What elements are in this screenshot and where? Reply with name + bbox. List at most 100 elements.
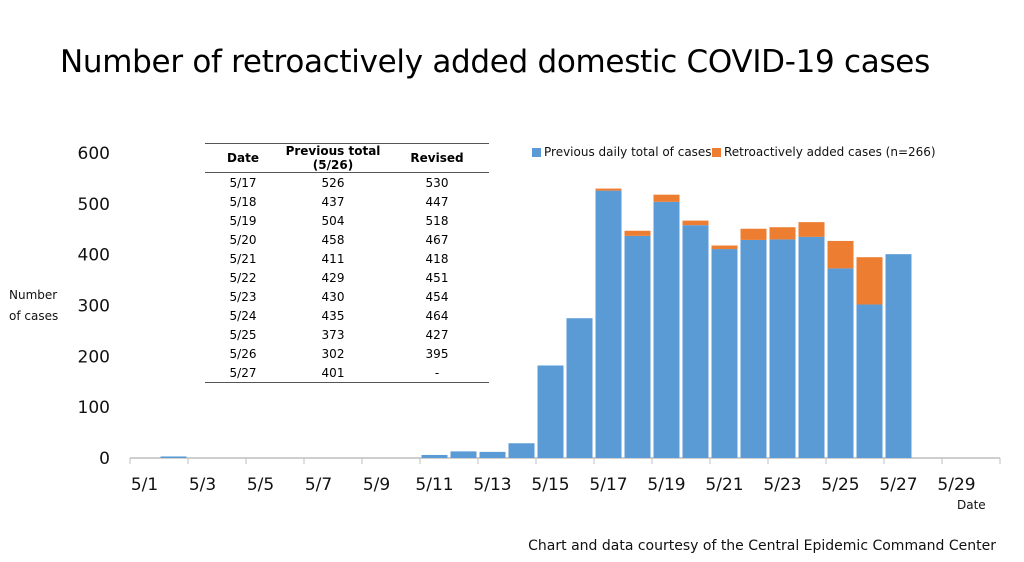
table-row: 5/17 526 530 bbox=[205, 173, 489, 193]
table-cell-previous: 504 bbox=[321, 213, 345, 228]
x-tick-label: 5/27 bbox=[879, 475, 917, 495]
table-row: 5/18 437 447 bbox=[205, 192, 489, 211]
table-cell-revised: 464 bbox=[425, 308, 449, 323]
legend-label-previous: Previous daily total of cases bbox=[544, 145, 712, 159]
x-tick-label: 5/23 bbox=[763, 475, 801, 495]
bar-retro bbox=[827, 240, 854, 269]
ticks-layer: 0 100 200 300 400 500 600 5/1 5/3 5/5 5/7 5/9 5/11 5/… bbox=[78, 144, 976, 495]
table-cell-revised: 447 bbox=[425, 194, 449, 209]
table-cell-previous: 429 bbox=[321, 270, 345, 285]
bar-retro bbox=[595, 188, 622, 191]
x-tick-label: 5/9 bbox=[363, 475, 390, 495]
table-cell-date: 5/25 bbox=[229, 327, 257, 342]
table-cell-date: 5/19 bbox=[229, 213, 257, 228]
bar-previous bbox=[566, 318, 593, 458]
table-cell-date: 5/26 bbox=[229, 346, 257, 361]
table-header-revised: Revised bbox=[385, 143, 489, 173]
table-cell-revised: 427 bbox=[425, 327, 449, 342]
bar-retro bbox=[769, 227, 796, 240]
bar-retro bbox=[653, 194, 680, 202]
bar-previous bbox=[682, 225, 709, 458]
table-row: 5/19 504 518 bbox=[205, 211, 489, 230]
source-credit: Chart and data courtesy of the Central E… bbox=[528, 538, 996, 554]
table-row: 5/20 458 467 bbox=[205, 230, 489, 249]
y-tick-label: 300 bbox=[78, 297, 110, 317]
table-cell-date: 5/18 bbox=[229, 194, 257, 209]
table-row: 5/24 435 464 bbox=[205, 306, 489, 325]
x-tick-label: 5/7 bbox=[305, 475, 332, 495]
x-tick-label: 5/3 bbox=[189, 475, 216, 495]
table-cell-previous: 373 bbox=[321, 327, 345, 342]
chart-title: Number of retroactively added domestic C… bbox=[60, 44, 930, 80]
bar-previous bbox=[653, 201, 680, 459]
table-cell-previous: 302 bbox=[321, 346, 345, 361]
legend-label-retro: Retroactively added cases (n=266) bbox=[724, 145, 936, 159]
bars-layer bbox=[160, 188, 912, 459]
data-table: Date Previous total (5/26) Revised 5/17 5… bbox=[205, 143, 489, 383]
table-cell-date: 5/21 bbox=[229, 251, 257, 266]
table-cell-revised: 395 bbox=[425, 346, 449, 361]
table-row: 5/23 430 454 bbox=[205, 287, 489, 306]
y-axis-label: Number of cases bbox=[9, 285, 58, 327]
bar-retro bbox=[711, 245, 738, 250]
table-cell-revised: 467 bbox=[425, 232, 449, 247]
legend-item-previous: Previous daily total of cases bbox=[532, 145, 712, 159]
x-tick-label: 5/29 bbox=[937, 475, 975, 495]
table-cell-date: 5/20 bbox=[229, 232, 257, 247]
bar-previous bbox=[421, 454, 448, 458]
legend-swatch-previous bbox=[532, 147, 541, 157]
table-cell-revised: 518 bbox=[425, 213, 449, 228]
bar-previous bbox=[856, 304, 883, 458]
table-row: 5/27 401- bbox=[205, 363, 489, 383]
bar-previous bbox=[160, 456, 187, 458]
x-tick-label: 5/13 bbox=[473, 475, 511, 495]
table-row: 5/22 429 451 bbox=[205, 268, 489, 287]
table-cell-revised: 451 bbox=[425, 270, 449, 285]
table-cell-previous: 437 bbox=[321, 194, 345, 209]
bar-previous bbox=[827, 268, 854, 458]
table-cell-date: 5/17 bbox=[229, 175, 257, 190]
bar-retro bbox=[624, 230, 651, 236]
table-header-row: Date Previous total (5/26) Revised bbox=[205, 143, 489, 173]
table-cell-previous: 411 bbox=[321, 251, 345, 266]
table-row: 5/26 302 395 bbox=[205, 344, 489, 363]
axis-layer bbox=[129, 457, 1001, 464]
table-header-previous: Previous total (5/26) bbox=[281, 143, 385, 173]
table-cell-revised: 454 bbox=[425, 289, 449, 304]
x-tick-label: 5/17 bbox=[589, 475, 627, 495]
x-tick-label: 5/5 bbox=[247, 475, 274, 495]
y-tick-label: 100 bbox=[78, 398, 110, 418]
x-tick-label: 5/21 bbox=[705, 475, 743, 495]
bar-retro bbox=[856, 257, 883, 305]
table-cell-revised: 418 bbox=[425, 251, 449, 266]
bar-previous bbox=[508, 443, 535, 458]
x-tick-label: 5/19 bbox=[647, 475, 685, 495]
bar-previous bbox=[885, 254, 912, 458]
y-tick-label: 500 bbox=[78, 195, 110, 215]
table-cell-previous: 401 bbox=[281, 363, 385, 383]
bar-retro bbox=[740, 228, 767, 240]
bar-previous bbox=[769, 239, 796, 458]
table-cell-date: 5/23 bbox=[229, 289, 257, 304]
y-tick-label: 400 bbox=[78, 246, 110, 266]
x-tick-label: 5/11 bbox=[415, 475, 453, 495]
x-tick-label: 5/25 bbox=[821, 475, 859, 495]
y-axis-label-line: Number bbox=[9, 288, 58, 302]
y-tick-label: 0 bbox=[99, 449, 110, 469]
bar-retro bbox=[798, 222, 825, 237]
legend-item-retro: Retroactively added cases (n=266) bbox=[712, 145, 936, 159]
x-axis-label: Date bbox=[957, 498, 986, 512]
bar-previous bbox=[595, 190, 622, 458]
table-cell-revised: - bbox=[385, 363, 489, 383]
bar-previous bbox=[479, 451, 506, 458]
table-body: 5/17 526 530 5/18 437 447 5/19 504 518 5/20 458 467… bbox=[205, 173, 489, 383]
bar-previous bbox=[624, 235, 651, 458]
bar-previous bbox=[798, 236, 825, 458]
bar-retro bbox=[682, 220, 709, 226]
table-row: 5/25 373 427 bbox=[205, 325, 489, 344]
table-cell-previous: 435 bbox=[321, 308, 345, 323]
table-cell-previous: 458 bbox=[321, 232, 345, 247]
table-row: 5/21 411 418 bbox=[205, 249, 489, 268]
y-axis-label-line: of cases bbox=[9, 309, 59, 323]
x-tick-label: 5/15 bbox=[531, 475, 569, 495]
